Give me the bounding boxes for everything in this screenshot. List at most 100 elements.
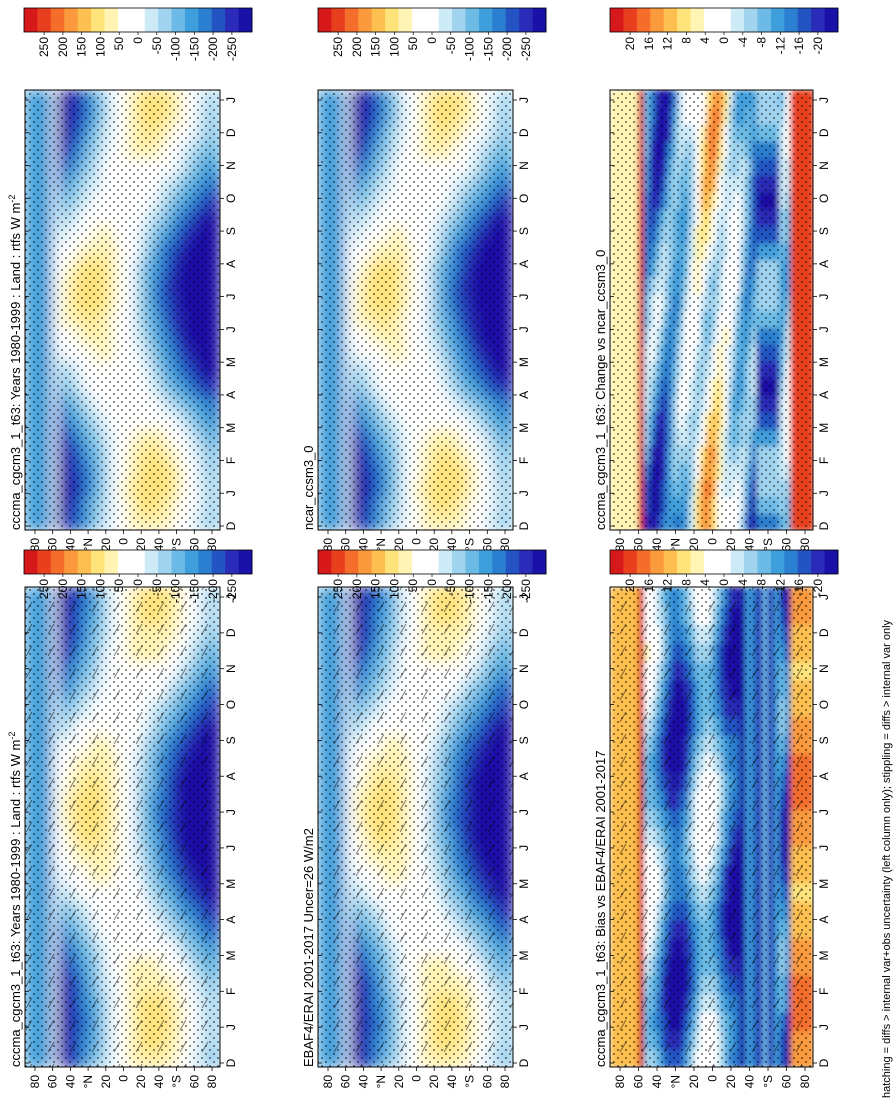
axes-frame <box>317 586 514 1068</box>
colorbar-top-2-swatch <box>492 8 507 32</box>
colorbar-top-1-label: 50 <box>112 37 126 51</box>
month-tick-label: F <box>517 988 531 995</box>
colorbar-top-3-swatch <box>744 8 759 32</box>
lat-tick-label: 20 <box>687 538 701 552</box>
stippling <box>610 90 813 530</box>
month-tick-label: J <box>517 97 531 103</box>
colorbar-top-2-swatch <box>425 8 440 32</box>
colorbar-top-2-label: 250 <box>331 37 345 57</box>
lat-tick-label: °N <box>81 538 95 551</box>
panel-title: EBAF4/ERAI 2001-2017 Uncer=26 W/m2 <box>301 828 316 1067</box>
colorbar-bottom-1-label: 250 <box>37 579 51 599</box>
heatmap-field <box>25 587 220 1067</box>
lat-tick-label: 20 <box>427 1075 441 1089</box>
colorbar-top-3-swatch <box>636 8 651 32</box>
lat-tick-label: 0 <box>410 1075 424 1082</box>
footnote: hatching = diffs > internal var+obs unce… <box>881 619 893 1098</box>
lat-tick-label: 20 <box>427 538 441 552</box>
colorbar-top-3-swatch <box>784 8 799 32</box>
colorbar-top-1-label: 0 <box>131 37 145 44</box>
colorbar-top-1-label: -50 <box>150 37 164 55</box>
month-tick-label: A <box>224 391 238 399</box>
lat-tick-label: 20 <box>134 538 148 552</box>
panel-5: D J F M A M J J A S O N D J 80 60 40 °N 20 0 20 40 °S 60 80 cccma… <box>593 586 831 1089</box>
colorbar-bottom-2-swatch <box>371 550 386 574</box>
heatmap-field <box>610 587 813 1067</box>
lat-tick-label: 60 <box>632 538 646 552</box>
month-tick-label: M <box>817 357 831 367</box>
colorbar-top-2-label: 150 <box>369 37 383 57</box>
lat-tick-label: 80 <box>613 538 627 552</box>
month-tick-label: M <box>517 423 531 433</box>
colorbar-top-1-swatch <box>198 8 213 32</box>
month-tick-label: N <box>517 664 531 673</box>
colorbar-top-3-swatch <box>623 8 638 32</box>
colorbar-top-1-swatch <box>171 8 186 32</box>
month-tick-label: O <box>224 700 238 709</box>
colorbar-bottom-2-swatch <box>505 550 520 574</box>
axes-frame <box>24 586 221 1068</box>
colorbar-bottom-2-swatch <box>344 550 359 574</box>
month-tick-label: J <box>817 326 831 332</box>
colorbar-top-2-swatch <box>452 8 467 32</box>
lat-tick-label: 40 <box>743 538 757 552</box>
colorbar-top-1-swatch <box>184 8 199 32</box>
month-tick-label: J <box>224 490 238 496</box>
lat-tick-label: 60 <box>480 538 494 552</box>
month-tick-label: M <box>224 423 238 433</box>
colorbar-top-3-swatch <box>811 8 826 32</box>
colorbar-top-3-label: -16 <box>792 37 806 55</box>
colorbar-bottom-3-label: -12 <box>773 579 787 597</box>
colorbar-bottom-3-swatch <box>784 550 799 574</box>
lat-tick-label: 0 <box>117 538 131 545</box>
lat-tick-label: 80 <box>205 538 219 552</box>
month-tick-label: D <box>224 628 238 637</box>
colorbar-bottom-3-swatch <box>811 550 826 574</box>
colorbar-top-3-swatch <box>663 8 678 32</box>
colorbar-bottom-2-label: -150 <box>481 579 495 603</box>
colorbar-bottom-1-swatch <box>117 550 132 574</box>
month-tick-label: M <box>517 879 531 889</box>
lat-tick-label: 40 <box>152 538 166 552</box>
lat-tick-label: 60 <box>780 538 794 552</box>
month-tick-label: J <box>817 845 831 851</box>
colorbar-top-1-swatch <box>77 8 92 32</box>
colorbar-top-2-label: -50 <box>444 37 458 55</box>
lat-tick-label: 60 <box>780 1075 794 1089</box>
month-tick-label: A <box>517 391 531 399</box>
lat-tick-label: °S <box>761 538 775 551</box>
month-tick-label: F <box>517 457 531 464</box>
colorbar-bottom-1-swatch <box>131 550 146 574</box>
heatmap-field <box>25 90 220 530</box>
month-tick-label: J <box>517 490 531 496</box>
month-tick-label: D <box>817 628 831 637</box>
colorbar-bottom-3-swatch <box>744 550 759 574</box>
month-tick-label: J <box>817 97 831 103</box>
colorbar-bottom-1-swatch <box>158 550 173 574</box>
colorbar-bottom-2-label: -200 <box>500 579 514 603</box>
month-tick-label: J <box>224 809 238 815</box>
colorbar-bottom-3-label: -16 <box>792 579 806 597</box>
colorbar-top-2-label: 0 <box>425 37 439 44</box>
colorbar-bottom-1-swatch <box>50 550 65 574</box>
hatching <box>610 587 813 1067</box>
colorbar-top-3-swatch <box>824 8 839 32</box>
colorbar-bottom-2-label: 150 <box>369 579 383 599</box>
lat-tick-label: 40 <box>356 1075 370 1089</box>
month-tick-label: J <box>224 97 238 103</box>
lat-tick-label: 20 <box>687 1075 701 1089</box>
colorbar-bottom-2-swatch <box>452 550 467 574</box>
colorbar-bottom-3-swatch <box>770 550 785 574</box>
colorbar-top-1-swatch <box>64 8 79 32</box>
colorbar-bottom-1-label: 200 <box>56 579 70 599</box>
colorbar-bottom-3-label: -8 <box>755 579 769 590</box>
colorbar-top-2-label: -250 <box>519 37 533 61</box>
colorbar-bottom-3-swatch <box>824 550 839 574</box>
month-tick-label: J <box>224 294 238 300</box>
lat-tick-label: 60 <box>339 538 353 552</box>
colorbar-top-2-label: -150 <box>481 37 495 61</box>
lat-tick-label: 60 <box>632 1075 646 1089</box>
colorbar-top-3-label: -12 <box>773 37 787 55</box>
colorbar-bottom-1-label: 100 <box>93 579 107 599</box>
